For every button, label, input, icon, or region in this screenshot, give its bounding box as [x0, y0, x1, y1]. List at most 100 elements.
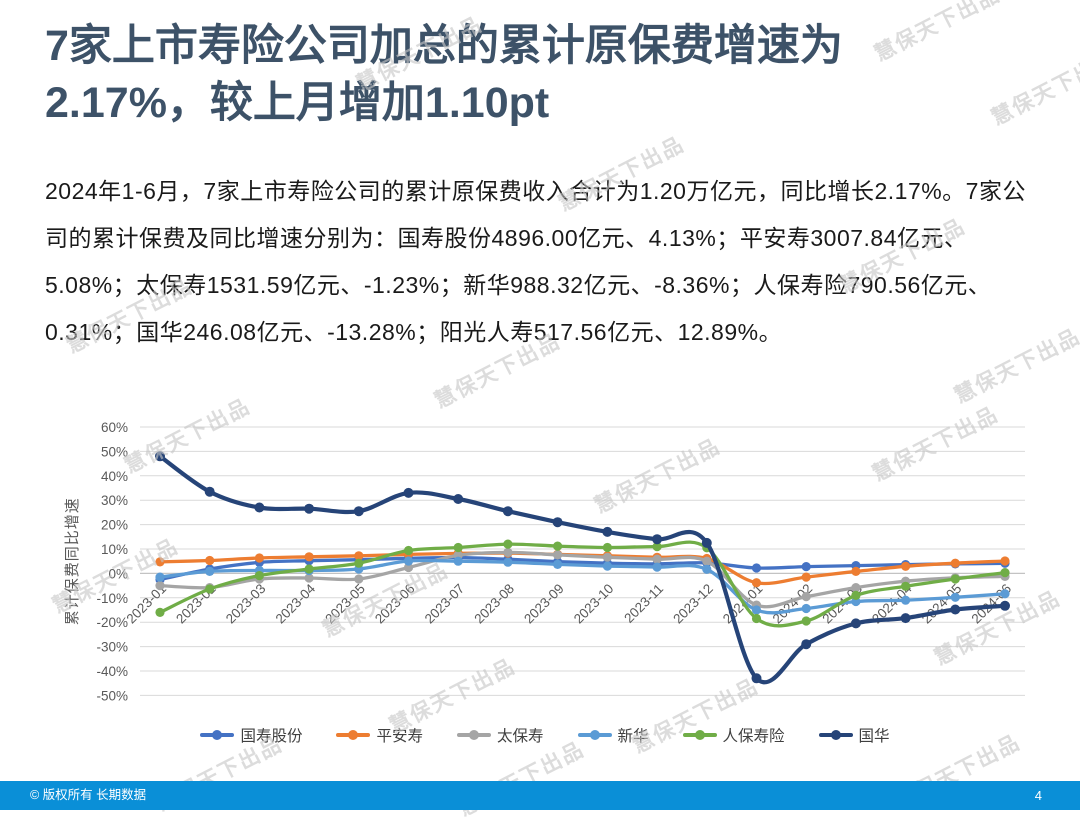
data-point-太保寿	[155, 581, 165, 591]
x-tick-label: 2023-07	[422, 581, 468, 627]
data-point-国华	[155, 451, 165, 462]
y-tick-label: 60%	[101, 420, 128, 435]
data-point-太保寿	[851, 583, 861, 593]
data-point-国华	[900, 613, 911, 624]
data-point-国华	[850, 618, 861, 629]
data-point-国华	[1000, 600, 1010, 611]
legend-marker-icon	[818, 729, 853, 740]
data-point-国华	[751, 673, 762, 684]
legend-marker-icon	[200, 729, 235, 740]
y-tick-label: -10%	[96, 591, 128, 606]
data-point-人保寿险	[751, 613, 762, 624]
page-number: 4	[1034, 788, 1042, 803]
legend-label: 人保寿险	[722, 728, 785, 745]
y-tick-label: -40%	[96, 664, 128, 679]
data-point-新华	[155, 572, 165, 582]
data-point-人保寿险	[205, 584, 215, 594]
y-tick-label: -50%	[96, 688, 128, 703]
data-point-人保寿险	[950, 574, 960, 584]
x-tick-label: 2023-06	[372, 581, 418, 627]
x-tick-label: 2024-05	[919, 581, 965, 627]
data-point-平安寿	[155, 557, 165, 567]
data-point-人保寿险	[901, 581, 911, 591]
data-point-国华	[701, 537, 712, 548]
line-chart-canvas: 60% 50% 40% 30% 20% 10% 0% -10% -20% -30% -40% -50%…	[64, 420, 1025, 703]
data-point-平安寿	[851, 566, 861, 576]
data-point-新华	[801, 603, 811, 614]
data-point-新华	[602, 561, 613, 571]
data-point-人保寿险	[453, 542, 463, 553]
data-point-人保寿险	[652, 542, 662, 552]
legend-item-国寿股份: 国寿股份	[200, 724, 302, 746]
data-point-平安寿	[801, 572, 811, 582]
title-line-1: 7家上市寿险公司加总的累计原保费增速为	[45, 22, 843, 70]
x-tick-label: 2023-11	[621, 581, 666, 626]
y-tick-label: 10%	[101, 542, 128, 557]
data-point-人保寿险	[403, 545, 414, 556]
data-point-国华	[204, 486, 215, 497]
legend-label: 国华	[858, 728, 890, 745]
data-point-人保寿险	[155, 607, 165, 617]
y-tick-label: 0%	[108, 566, 128, 581]
data-point-人保寿险	[553, 541, 563, 551]
data-point-平安寿	[901, 561, 911, 571]
data-point-人保寿险	[503, 539, 513, 549]
data-point-新华	[553, 559, 563, 569]
data-point-国华	[353, 506, 364, 517]
data-point-新华	[503, 557, 513, 567]
legend-item-平安寿: 平安寿	[336, 724, 423, 746]
premium-growth-chart: 60% 50% 40% 30% 20% 10% 0% -10% -20% -30% -40% -50%…	[55, 403, 1045, 723]
data-point-国华	[453, 494, 464, 504]
y-tick-label: 50%	[101, 444, 128, 459]
legend-label: 平安寿	[376, 728, 423, 745]
data-point-国华	[602, 526, 613, 537]
x-tick-label: 2023-05	[322, 581, 368, 627]
x-tick-label: 2023-09	[521, 581, 567, 627]
data-point-新华	[751, 605, 762, 615]
data-point-平安寿	[950, 558, 960, 568]
legend-item-人保寿险: 人保寿险	[682, 724, 785, 746]
data-point-新华	[702, 564, 712, 574]
legend-label: 新华	[617, 728, 649, 745]
data-point-平安寿	[254, 553, 264, 563]
x-tick-label: 2023-10	[571, 581, 617, 627]
footer-bar: © 版权所有 长期数据 4	[0, 781, 1080, 810]
data-point-国华	[304, 503, 315, 514]
data-point-新华	[901, 595, 911, 605]
y-tick-label: 40%	[101, 469, 128, 484]
footer-copyright: © 版权所有 长期数据	[30, 788, 147, 802]
legend-dot-icon	[589, 729, 600, 740]
data-point-新华	[205, 566, 215, 576]
legend-marker-icon	[682, 729, 717, 740]
data-point-平安寿	[354, 551, 364, 561]
legend-item-新华: 新华	[577, 724, 649, 746]
y-axis-title: 累计保费同比增速	[64, 497, 81, 625]
legend-dot-icon	[348, 729, 359, 740]
data-point-国寿股份	[801, 562, 811, 572]
y-tick-label: 30%	[101, 493, 128, 508]
data-point-太保寿	[403, 562, 414, 573]
data-point-人保寿险	[254, 571, 264, 581]
data-point-太保寿	[801, 592, 811, 602]
data-point-新华	[453, 556, 463, 566]
legend-item-太保寿: 太保寿	[456, 724, 544, 746]
data-point-太保寿	[553, 550, 563, 560]
data-point-平安寿	[1000, 556, 1010, 566]
legend-dot-icon	[212, 729, 223, 740]
data-point-太保寿	[354, 574, 364, 584]
data-point-国华	[801, 639, 812, 650]
data-point-人保寿险	[851, 590, 861, 600]
data-point-国华	[254, 502, 265, 513]
legend-label: 太保寿	[496, 728, 544, 745]
data-point-太保寿	[652, 554, 662, 564]
x-tick-label: 2023-08	[471, 581, 517, 627]
data-point-国华	[403, 487, 414, 498]
y-tick-label: -20%	[96, 615, 128, 630]
data-point-平安寿	[205, 555, 215, 566]
data-point-太保寿	[702, 556, 712, 566]
data-point-人保寿险	[1000, 568, 1010, 578]
data-point-国华	[652, 534, 663, 545]
legend-dot-icon	[830, 729, 841, 740]
data-point-国寿股份	[751, 563, 762, 573]
chart-legend: 国寿股份 平安寿 太保寿 新华 人保寿险 国华	[55, 724, 1035, 746]
